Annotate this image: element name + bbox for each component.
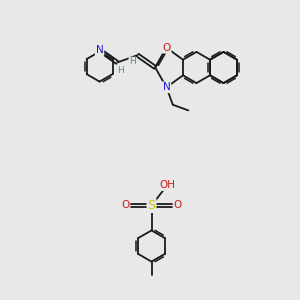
Text: O: O xyxy=(162,43,171,53)
Text: O: O xyxy=(121,200,130,211)
Text: OH: OH xyxy=(159,180,176,190)
Text: N: N xyxy=(163,82,170,92)
Text: O: O xyxy=(173,200,182,211)
Text: H: H xyxy=(129,58,136,67)
Text: S: S xyxy=(148,199,155,212)
Text: N: N xyxy=(96,45,104,55)
Text: H: H xyxy=(117,66,124,75)
